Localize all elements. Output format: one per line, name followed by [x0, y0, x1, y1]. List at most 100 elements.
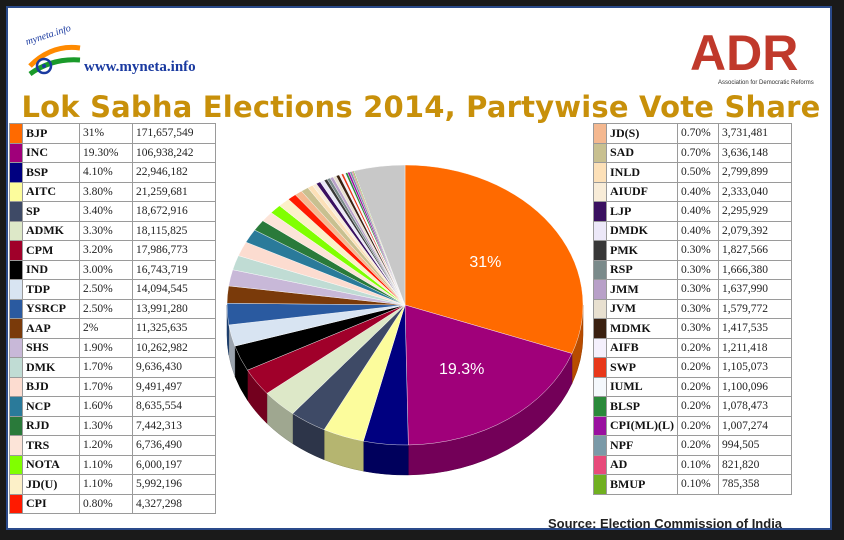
- legend-row-jd-u-: JD(U) 1.10% 5,992,196: [9, 474, 216, 495]
- site-url[interactable]: www.myneta.info: [84, 59, 196, 75]
- pie-top: [226, 164, 584, 446]
- legend-party-name: SAD: [606, 142, 678, 163]
- legend-row-ljp: LJP 0.40% 2,295,929: [593, 201, 792, 222]
- legend-vote-percent: 0.20%: [676, 435, 719, 456]
- legend-party-name: MDMK: [606, 318, 678, 339]
- legend-vote-percent: 0.50%: [676, 162, 719, 183]
- legend-row-cpi: CPI 0.80% 4,327,298: [9, 493, 216, 514]
- source-note: Source: Election Commission of India: [548, 516, 783, 531]
- legend-party-name: CPI(ML)(L): [606, 415, 678, 436]
- legend-row-sp: SP 3.40% 18,672,916: [9, 201, 216, 222]
- legend-row-jvm: JVM 0.30% 1,579,772: [593, 298, 792, 319]
- legend-swatch: [593, 162, 607, 183]
- legend-swatch: [9, 337, 23, 358]
- legend-vote-count: 821,820: [717, 454, 792, 475]
- legend-swatch: [593, 181, 607, 202]
- legend-vote-percent: 2.50%: [79, 279, 133, 300]
- legend-vote-percent: 1.60%: [79, 396, 133, 417]
- legend-vote-percent: 1.10%: [79, 474, 133, 495]
- legend-vote-percent: 3.00%: [79, 259, 133, 280]
- legend-vote-percent: 0.40%: [676, 220, 719, 241]
- legend-vote-count: 1,827,566: [717, 240, 792, 261]
- legend-vote-count: 9,636,430: [132, 357, 216, 378]
- legend-party-name: AIFB: [606, 337, 678, 358]
- legend-vote-count: 1,637,990: [717, 279, 792, 300]
- legend-party-name: INC: [22, 142, 80, 163]
- legend-vote-count: 2,079,392: [717, 220, 792, 241]
- legend-party-name: ADMK: [22, 220, 80, 241]
- pie-chart: 31% 19.3%: [226, 164, 584, 476]
- myneta-logo: myneta.info: [24, 26, 81, 77]
- legend-swatch: [593, 376, 607, 397]
- legend-vote-percent: 3.30%: [79, 220, 133, 241]
- legend-vote-percent: 0.30%: [676, 279, 719, 300]
- legend-swatch: [9, 279, 23, 300]
- legend-swatch: [9, 357, 23, 378]
- pie-slice-inc: [404, 304, 573, 446]
- legend-vote-percent: 3.80%: [79, 181, 133, 202]
- legend-swatch: [9, 454, 23, 475]
- legend-row-pmk: PMK 0.30% 1,827,566: [593, 240, 792, 261]
- legend-party-name: IUML: [606, 376, 678, 397]
- pie-slice-bjp: [404, 164, 584, 354]
- legend-swatch: [593, 298, 607, 319]
- legend-vote-count: 785,358: [717, 474, 792, 495]
- legend-vote-percent: 0.70%: [676, 142, 719, 163]
- legend-row-dmdk: DMDK 0.40% 2,079,392: [593, 220, 792, 241]
- legend-swatch: [593, 435, 607, 456]
- legend-vote-count: 4,327,298: [132, 493, 216, 514]
- legend-swatch: [9, 474, 23, 495]
- legend-party-name: INLD: [606, 162, 678, 183]
- legend-vote-count: 8,635,554: [132, 396, 216, 417]
- legend-vote-count: 2,799,899: [717, 162, 792, 183]
- legend-row-bsp: BSP 4.10% 22,946,182: [9, 162, 216, 183]
- legend-vote-count: 994,505: [717, 435, 792, 456]
- legend-swatch: [593, 279, 607, 300]
- legend-vote-count: 6,000,197: [132, 454, 216, 475]
- legend-row-jmm: JMM 0.30% 1,637,990: [593, 279, 792, 300]
- legend-row-aiudf: AIUDF 0.40% 2,333,040: [593, 181, 792, 202]
- legend-vote-count: 10,262,982: [132, 337, 216, 358]
- legend-swatch: [593, 123, 607, 144]
- legend-swatch: [9, 259, 23, 280]
- legend-party-name: CPI: [22, 493, 80, 514]
- legend-vote-percent: 1.90%: [79, 337, 133, 358]
- legend-party-name: DMDK: [606, 220, 678, 241]
- legend-party-name: CPM: [22, 240, 80, 261]
- legend-party-name: SWP: [606, 357, 678, 378]
- legend-row-cpi-ml-l-: CPI(ML)(L) 0.20% 1,007,274: [593, 415, 792, 436]
- legend-vote-percent: 0.10%: [676, 454, 719, 475]
- legend-vote-count: 1,579,772: [717, 298, 792, 319]
- legend-vote-count: 1,007,274: [717, 415, 792, 436]
- legend-vote-percent: 1.70%: [79, 357, 133, 378]
- legend-row-shs: SHS 1.90% 10,262,982: [9, 337, 216, 358]
- legend-swatch: [593, 357, 607, 378]
- legend-vote-count: 11,325,635: [132, 318, 216, 339]
- legend-vote-percent: 4.10%: [79, 162, 133, 183]
- legend-vote-percent: 31%: [79, 123, 133, 144]
- legend-row-aap: AAP 2% 11,325,635: [9, 318, 216, 339]
- legend-vote-count: 1,211,418: [717, 337, 792, 358]
- legend-party-name: RSP: [606, 259, 678, 280]
- legend-swatch: [593, 220, 607, 241]
- legend-swatch: [9, 181, 23, 202]
- legend-swatch: [593, 142, 607, 163]
- legend-vote-percent: 0.40%: [676, 181, 719, 202]
- legend-vote-percent: 0.10%: [676, 474, 719, 495]
- legend-table-left: BJP 31% 171,657,549 INC 19.30% 106,938,242 BSP…: [9, 123, 216, 514]
- legend-party-name: JD(U): [22, 474, 80, 495]
- legend-swatch: [9, 162, 23, 183]
- legend-row-ysrcp: YSRCP 2.50% 13,991,280: [9, 298, 216, 319]
- legend-swatch: [593, 259, 607, 280]
- legend-vote-percent: 19.30%: [79, 142, 133, 163]
- legend-vote-percent: 0.70%: [676, 123, 719, 144]
- legend-vote-percent: 2.50%: [79, 298, 133, 319]
- legend-row-npf: NPF 0.20% 994,505: [593, 435, 792, 456]
- legend-party-name: NPF: [606, 435, 678, 456]
- legend-vote-percent: 0.20%: [676, 376, 719, 397]
- legend-vote-count: 5,992,196: [132, 474, 216, 495]
- legend-party-name: JVM: [606, 298, 678, 319]
- legend-row-bjd: BJD 1.70% 9,491,497: [9, 376, 216, 397]
- legend-party-name: SHS: [22, 337, 80, 358]
- legend-vote-count: 22,946,182: [132, 162, 216, 183]
